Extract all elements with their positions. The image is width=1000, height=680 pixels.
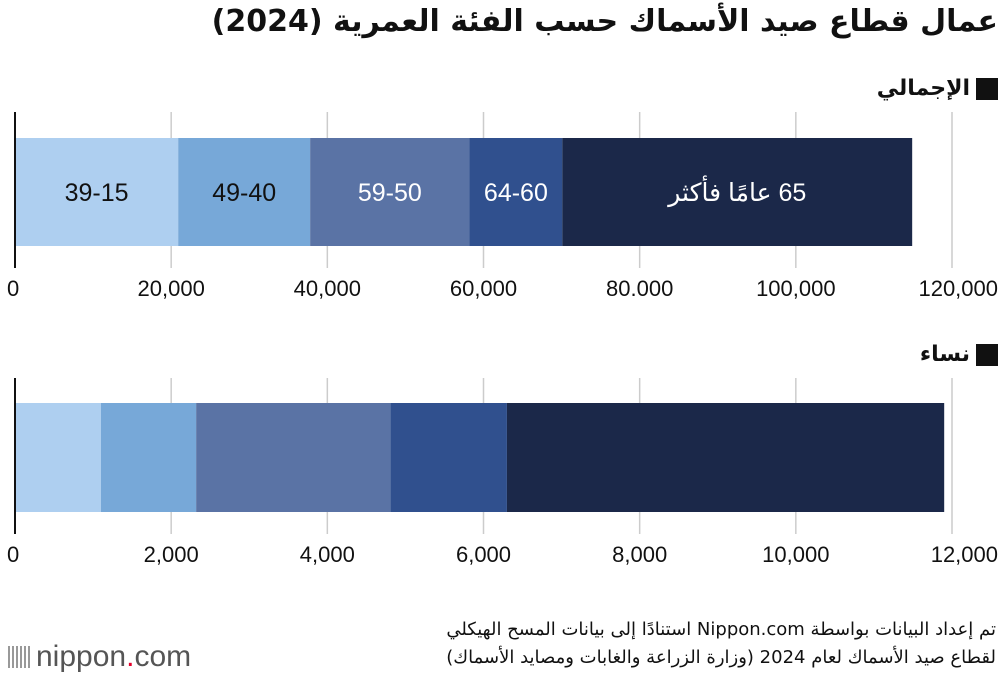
bar-segment (196, 403, 391, 512)
bar-segment (310, 138, 470, 246)
bar-segment (178, 138, 311, 246)
tick-label: 8,000 (612, 542, 667, 567)
segment-label: 64-60 (484, 179, 548, 207)
tick-label: 0 (7, 276, 19, 301)
source-line-2: لقطاع صيد الأسماك لعام 2024 (وزارة الزرا… (446, 647, 996, 668)
source-line-1: تم إعداد البيانات بواسطة Nippon.com استن… (446, 619, 996, 640)
tick-label: 4,000 (300, 542, 355, 567)
nippon-logo: nippon.com (8, 640, 191, 674)
tick-label: 100,000 (756, 276, 836, 301)
tick-label: 10,000 (762, 542, 829, 567)
tick-label: 40,000 (294, 276, 361, 301)
tick-label: 6,000 (456, 542, 511, 567)
section-title: نساء (919, 342, 970, 367)
bar-segment (100, 403, 197, 512)
chart-title: عمال قطاع صيد الأسماك حسب الفئة العمرية … (211, 4, 998, 39)
source-note: تم إعداد البيانات بواسطة Nippon.com استن… (446, 616, 996, 672)
tick-label: 0 (7, 542, 19, 567)
bar-segment (506, 403, 945, 512)
bar-segment (390, 403, 507, 512)
bar-segment (562, 138, 913, 246)
bar-segment (469, 138, 563, 246)
tick-label: 80.000 (606, 276, 673, 301)
segment-label: 65 عامًا فأكثر (666, 174, 806, 208)
tick-label: 20,000 (138, 276, 205, 301)
square-marker-icon (976, 77, 998, 100)
segment-label: 39-15 (65, 179, 129, 207)
tick-label: 120,000 (918, 276, 998, 301)
section-total-heading: الإجمالي (877, 76, 998, 101)
segment-label: 59-50 (358, 179, 422, 207)
tick-label: 12,000 (931, 542, 998, 567)
tick-label: 60,000 (450, 276, 517, 301)
logo-bars-icon (8, 646, 30, 668)
section-title: الإجمالي (876, 76, 970, 101)
bar-segment (15, 138, 179, 246)
section-women-heading: نساء (920, 342, 998, 367)
tick-label: 2,000 (144, 542, 199, 567)
segment-label: 49-40 (212, 179, 276, 207)
square-marker-icon (976, 343, 998, 366)
bar-segment (15, 403, 101, 512)
